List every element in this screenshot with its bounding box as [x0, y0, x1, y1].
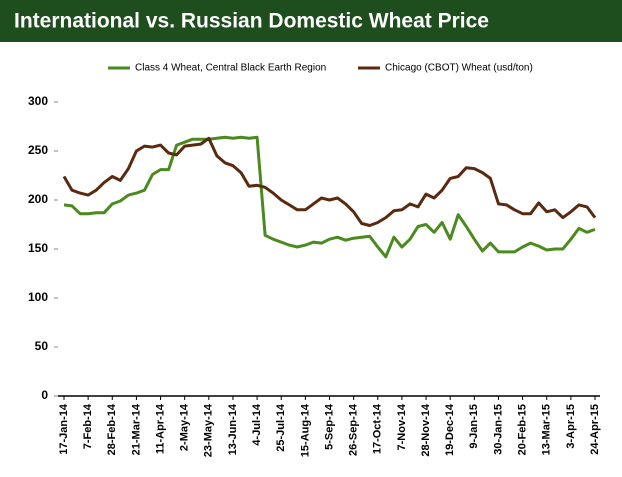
x-tick-label: 24-Apr-15	[589, 404, 601, 455]
x-tick-label: 25-Jul-14	[275, 403, 287, 452]
chart-title: International vs. Russian Domestic Wheat…	[14, 10, 489, 33]
series-line	[62, 136, 597, 227]
x-tick-label: 21-Mar-14	[130, 403, 142, 455]
x-tick-label: 17-Oct-14	[372, 403, 384, 454]
y-tick-label: 50	[35, 339, 49, 353]
x-tick-label: 19-Dec-14	[444, 403, 456, 456]
x-tick-label: 26-Sep-14	[348, 403, 360, 456]
x-tick-label: 11-Apr-14	[154, 403, 166, 454]
x-tick-label: 2-May-14	[179, 403, 191, 451]
legend-label: Chicago (CBOT) Wheat (usd/ton)	[385, 63, 533, 74]
x-tick-label: 17-Jan-14	[58, 403, 70, 455]
series-line	[63, 135, 596, 259]
x-tick-label: 23-May-14	[203, 403, 215, 457]
y-tick-label: 250	[28, 143, 48, 157]
x-tick-label: 4-Jul-14	[251, 403, 263, 445]
x-tick-label: 30-Jan-15	[492, 404, 504, 455]
y-tick-label: 150	[28, 241, 48, 255]
x-tick-label: 20-Feb-15	[516, 404, 528, 455]
x-tick-label: 5-Sep-14	[323, 403, 335, 450]
y-tick-label: 100	[28, 290, 48, 304]
x-tick-label: 28-Feb-14	[106, 403, 118, 455]
title-bar	[0, 0, 622, 42]
x-tick-label: 13-Mar-15	[541, 404, 553, 455]
y-tick-label: 300	[28, 94, 48, 108]
y-tick-label: 200	[28, 192, 48, 206]
x-tick-label: 28-Nov-14	[420, 403, 432, 456]
x-tick-label: 9-Jan-15	[468, 404, 480, 449]
legend-label: Class 4 Wheat, Central Black Earth Regio…	[135, 63, 326, 74]
x-tick-label: 15-Aug-14	[299, 403, 311, 457]
x-tick-label: 7-Nov-14	[396, 403, 408, 450]
x-tick-label: 7-Feb-14	[82, 403, 94, 449]
y-tick-label: 0	[41, 388, 48, 402]
x-tick-label: 13-Jun-14	[227, 403, 239, 455]
x-tick-label: 3-Apr-15	[565, 404, 577, 449]
